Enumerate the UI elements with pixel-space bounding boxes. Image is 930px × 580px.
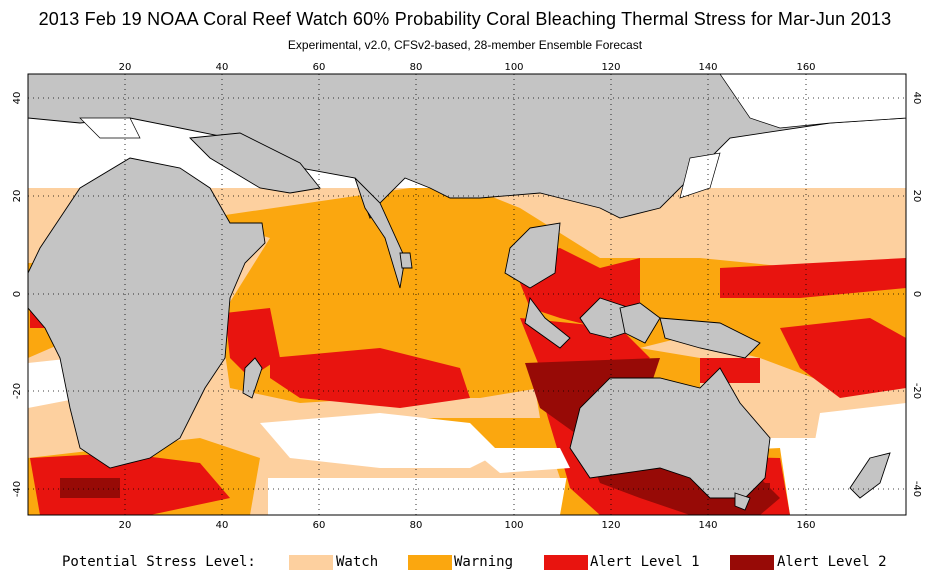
lat-tick: 0 — [911, 291, 922, 297]
lat-tick: 0 — [12, 291, 23, 297]
legend-swatch-alert-level-2 — [730, 555, 774, 570]
bleaching-stress-map: 20 40 60 80 100 120 140 160 20 40 60 80 … — [12, 62, 922, 531]
legend: Potential Stress Level: Watch Warning Al… — [0, 554, 930, 574]
lat-ticks-left: 40 20 0 -20 -40 — [12, 92, 23, 498]
lon-tick: 160 — [796, 62, 815, 73]
legend-swatch-warning — [408, 555, 452, 570]
legend-label-alert-level-2: Alert Level 2 — [777, 554, 887, 570]
white-land-patches — [79, 74, 906, 199]
lon-tick: 60 — [313, 520, 326, 531]
lon-tick: 140 — [698, 520, 717, 531]
lon-tick: 20 — [119, 520, 132, 531]
lon-tick: 100 — [504, 62, 523, 73]
graticule — [28, 74, 906, 515]
legend-label-alert-level-1: Alert Level 1 — [590, 554, 700, 570]
legend-label-watch: Watch — [336, 554, 379, 570]
lon-tick: 120 — [601, 520, 620, 531]
lat-tick: 40 — [911, 92, 922, 105]
lon-ticks-bottom: 20 40 60 80 100 120 140 160 — [119, 520, 816, 531]
lon-tick: 60 — [313, 62, 326, 73]
lon-tick: 160 — [796, 520, 815, 531]
lon-tick: 100 — [504, 520, 523, 531]
no-stress-regions — [28, 358, 906, 515]
legend-label-warning: Warning — [454, 554, 514, 570]
legend-swatch-watch — [289, 555, 333, 570]
lon-tick: 40 — [216, 62, 229, 73]
lon-tick: 80 — [410, 520, 423, 531]
lon-tick: 120 — [601, 62, 620, 73]
lat-tick: 20 — [911, 190, 922, 203]
lon-tick: 140 — [698, 62, 717, 73]
lat-ticks-right: 40 20 0 -20 -40 — [911, 92, 922, 498]
legend-swatch-alert-level-1 — [544, 555, 588, 570]
legend-heading: Potential Stress Level: — [62, 554, 256, 570]
lat-tick: -40 — [911, 481, 922, 497]
lon-ticks-top: 20 40 60 80 100 120 140 160 — [119, 62, 816, 73]
lat-tick: -40 — [12, 481, 23, 497]
lat-tick: 40 — [12, 92, 23, 105]
map-title: 2013 Feb 19 NOAA Coral Reef Watch 60% Pr… — [38, 9, 892, 29]
map-subtitle: Experimental, v2.0, CFSv2-based, 28-memb… — [287, 38, 643, 52]
land-layer — [28, 74, 906, 511]
map-frame — [27, 73, 907, 516]
lat-tick: 20 — [12, 190, 23, 203]
lat-tick: -20 — [12, 383, 23, 399]
stress-layer — [28, 74, 906, 515]
lon-tick: 20 — [119, 62, 132, 73]
lon-tick: 80 — [410, 62, 423, 73]
lat-tick: -20 — [911, 383, 922, 399]
lon-tick: 40 — [216, 520, 229, 531]
